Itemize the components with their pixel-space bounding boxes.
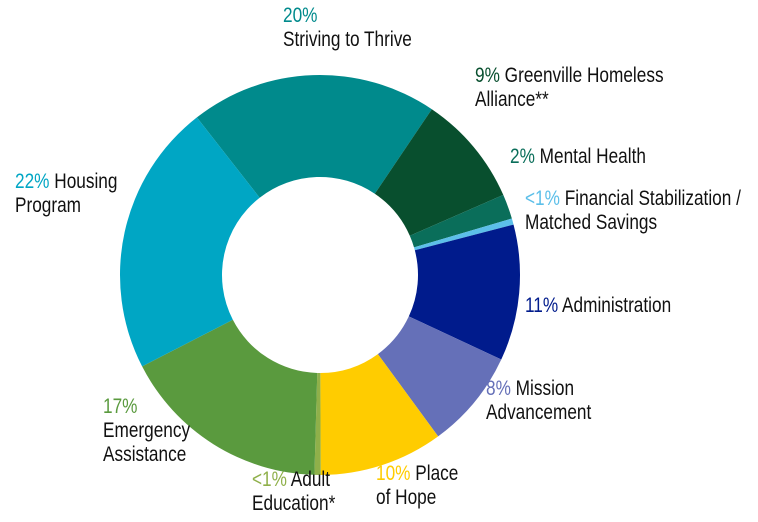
slice-label: 8% Mission Advancement (486, 377, 609, 425)
slice-label: 9% Greenville Homeless Alliance** (475, 64, 668, 112)
slice (196, 74, 432, 198)
slice-label: 22% Housing Program (15, 170, 130, 218)
value-label: 10% (376, 462, 411, 485)
category-label: Mental Health (539, 145, 646, 168)
value-label: 2% (510, 145, 535, 168)
category-label: Place of Hope (376, 462, 459, 509)
slice-label: 10% Place of Hope (376, 462, 474, 510)
slice (314, 372, 321, 475)
slice (377, 316, 502, 437)
value-label: 11% (525, 294, 559, 317)
value-label: 17% (103, 395, 138, 418)
slice-label: 17% Emergency Assistance (103, 395, 218, 467)
slice-label: <1% Financial Stabilization / Matched Sa… (525, 187, 758, 235)
category-label: Striving to Thrive (283, 28, 412, 51)
slice (142, 319, 318, 475)
slice (320, 354, 439, 475)
category-label: Administration (562, 294, 672, 317)
value-label: 20% (283, 4, 318, 27)
slice-label: <1% Adult Education* (252, 468, 355, 516)
category-label: Housing Program (15, 170, 118, 217)
category-label: Greenville Homeless Alliance** (475, 64, 664, 111)
value-label: 22% (15, 170, 50, 193)
slice-label: 20% Striving to Thrive (283, 4, 529, 52)
value-label: 8% (486, 377, 511, 400)
slice-label: 2% Mental Health (510, 145, 758, 169)
value-label: <1% (525, 187, 560, 210)
slice (408, 224, 520, 360)
value-label: <1% (252, 468, 287, 491)
slice (409, 194, 512, 248)
category-label: Financial Stabilization / Matched Saving… (525, 187, 741, 234)
slice (120, 117, 260, 367)
category-label: Emergency Assistance (103, 419, 191, 466)
slice-label: 11% Administration (525, 294, 758, 318)
category-label: Mission Advancement (486, 377, 592, 424)
slice (374, 109, 504, 236)
category-label: Adult Education* (252, 468, 336, 515)
slice (414, 218, 514, 251)
value-label: 9% (475, 64, 500, 87)
